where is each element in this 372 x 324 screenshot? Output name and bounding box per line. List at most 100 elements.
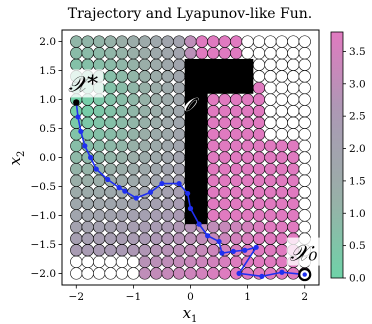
lyapunov-cell — [264, 162, 277, 176]
lyapunov-cell — [104, 232, 117, 245]
lyapunov-cell — [207, 197, 220, 210]
lyapunov-cell — [172, 35, 186, 48]
lyapunov-cell — [287, 162, 300, 176]
lyapunov-cell — [161, 255, 174, 268]
lyapunov-cell — [252, 139, 266, 153]
lyapunov-cell — [298, 139, 311, 153]
lyapunov-cell — [161, 128, 174, 141]
lyapunov-cell — [161, 139, 174, 153]
lyapunov-cell — [218, 105, 231, 118]
lyapunov-cell — [264, 151, 277, 164]
colorbar-tick-label: 0.5 — [349, 240, 366, 252]
lyapunov-cell — [252, 81, 266, 95]
lyapunov-cell — [70, 139, 83, 153]
lyapunov-cell — [241, 47, 254, 60]
lyapunov-cell — [104, 93, 117, 106]
lyapunov-cell — [161, 58, 174, 71]
lyapunov-cell — [195, 35, 209, 48]
lyapunov-cell — [127, 151, 140, 164]
lyapunov-cell — [138, 174, 151, 187]
y-tick-label: 0.5 — [39, 123, 56, 135]
y-axis-label-sub: 2 — [16, 151, 27, 157]
lyapunov-cell — [115, 70, 129, 83]
lyapunov-cell — [138, 105, 151, 118]
lyapunov-cell — [218, 47, 231, 60]
lyapunov-cell — [138, 70, 151, 83]
trajectory-point — [216, 238, 222, 245]
lyapunov-cell — [230, 47, 243, 60]
lyapunov-cell — [241, 197, 254, 210]
colorbar-tick-label: 3.5 — [349, 46, 366, 58]
lyapunov-cell — [161, 197, 174, 210]
lyapunov-cell — [70, 267, 83, 280]
lyapunov-cell — [104, 139, 117, 153]
lyapunov-cell — [298, 70, 311, 83]
lyapunov-cell — [298, 220, 311, 234]
y-tick-label: 1.0 — [39, 94, 56, 106]
lyapunov-cell — [115, 58, 129, 71]
lyapunov-cell — [104, 116, 117, 129]
lyapunov-cell — [70, 58, 83, 71]
lyapunov-cell — [218, 35, 231, 48]
lyapunov-cell — [218, 186, 231, 199]
trajectory-point — [87, 154, 94, 161]
lyapunov-cell — [150, 105, 163, 118]
lyapunov-cell — [230, 128, 243, 141]
lyapunov-cell — [138, 151, 151, 164]
lyapunov-cell — [70, 232, 83, 245]
lyapunov-cell — [275, 105, 289, 118]
lyapunov-cell — [115, 197, 129, 210]
lyapunov-cell — [241, 35, 254, 48]
lyapunov-cell — [184, 255, 197, 268]
lyapunov-cell — [104, 58, 117, 71]
lyapunov-cell — [241, 93, 254, 106]
lyapunov-cell — [287, 151, 300, 164]
lyapunov-cell — [184, 267, 197, 280]
lyapunov-cell — [287, 209, 300, 222]
lyapunov-cell — [252, 186, 266, 199]
lyapunov-cell — [172, 244, 186, 257]
y-tick-label: −1.5 — [31, 239, 57, 251]
lyapunov-cell — [218, 209, 231, 222]
lyapunov-cell — [207, 244, 220, 257]
lyapunov-cell — [150, 35, 163, 48]
lyapunov-cell — [218, 128, 231, 141]
lyapunov-cell — [138, 93, 151, 106]
lyapunov-cell — [264, 81, 277, 95]
lyapunov-cell — [252, 93, 266, 106]
lyapunov-cell — [230, 220, 243, 234]
lyapunov-cell — [241, 128, 254, 141]
lyapunov-cell — [138, 220, 151, 234]
lyapunov-cell — [127, 105, 140, 118]
goal-marker — [73, 99, 80, 106]
lyapunov-cell — [104, 128, 117, 141]
lyapunov-cell — [264, 232, 277, 245]
lyapunov-cell — [287, 35, 300, 48]
lyapunov-cell — [150, 220, 163, 234]
lyapunov-cell — [230, 255, 243, 268]
lyapunov-cell — [275, 81, 289, 95]
lyapunov-cell — [252, 197, 266, 210]
lyapunov-cell — [264, 93, 277, 106]
lyapunov-cell — [115, 93, 129, 106]
lyapunov-cell — [230, 93, 243, 106]
lyapunov-cell — [252, 58, 266, 71]
lyapunov-cell — [115, 47, 129, 60]
lyapunov-cell — [92, 186, 106, 199]
lyapunov-cell — [138, 267, 151, 280]
lyapunov-cell — [127, 209, 140, 222]
lyapunov-cell — [104, 70, 117, 83]
lyapunov-cell — [264, 35, 277, 48]
lyapunov-cell — [230, 162, 243, 176]
lyapunov-cell — [104, 209, 117, 222]
lyapunov-cell — [275, 151, 289, 164]
lyapunov-cell — [252, 151, 266, 164]
lyapunov-cell — [92, 209, 106, 222]
lyapunov-cell — [172, 209, 186, 222]
lyapunov-cell — [70, 47, 83, 60]
lyapunov-cell — [150, 162, 163, 176]
lyapunov-cell — [127, 174, 140, 187]
obstacle — [184, 58, 254, 225]
lyapunov-cell — [138, 255, 151, 268]
